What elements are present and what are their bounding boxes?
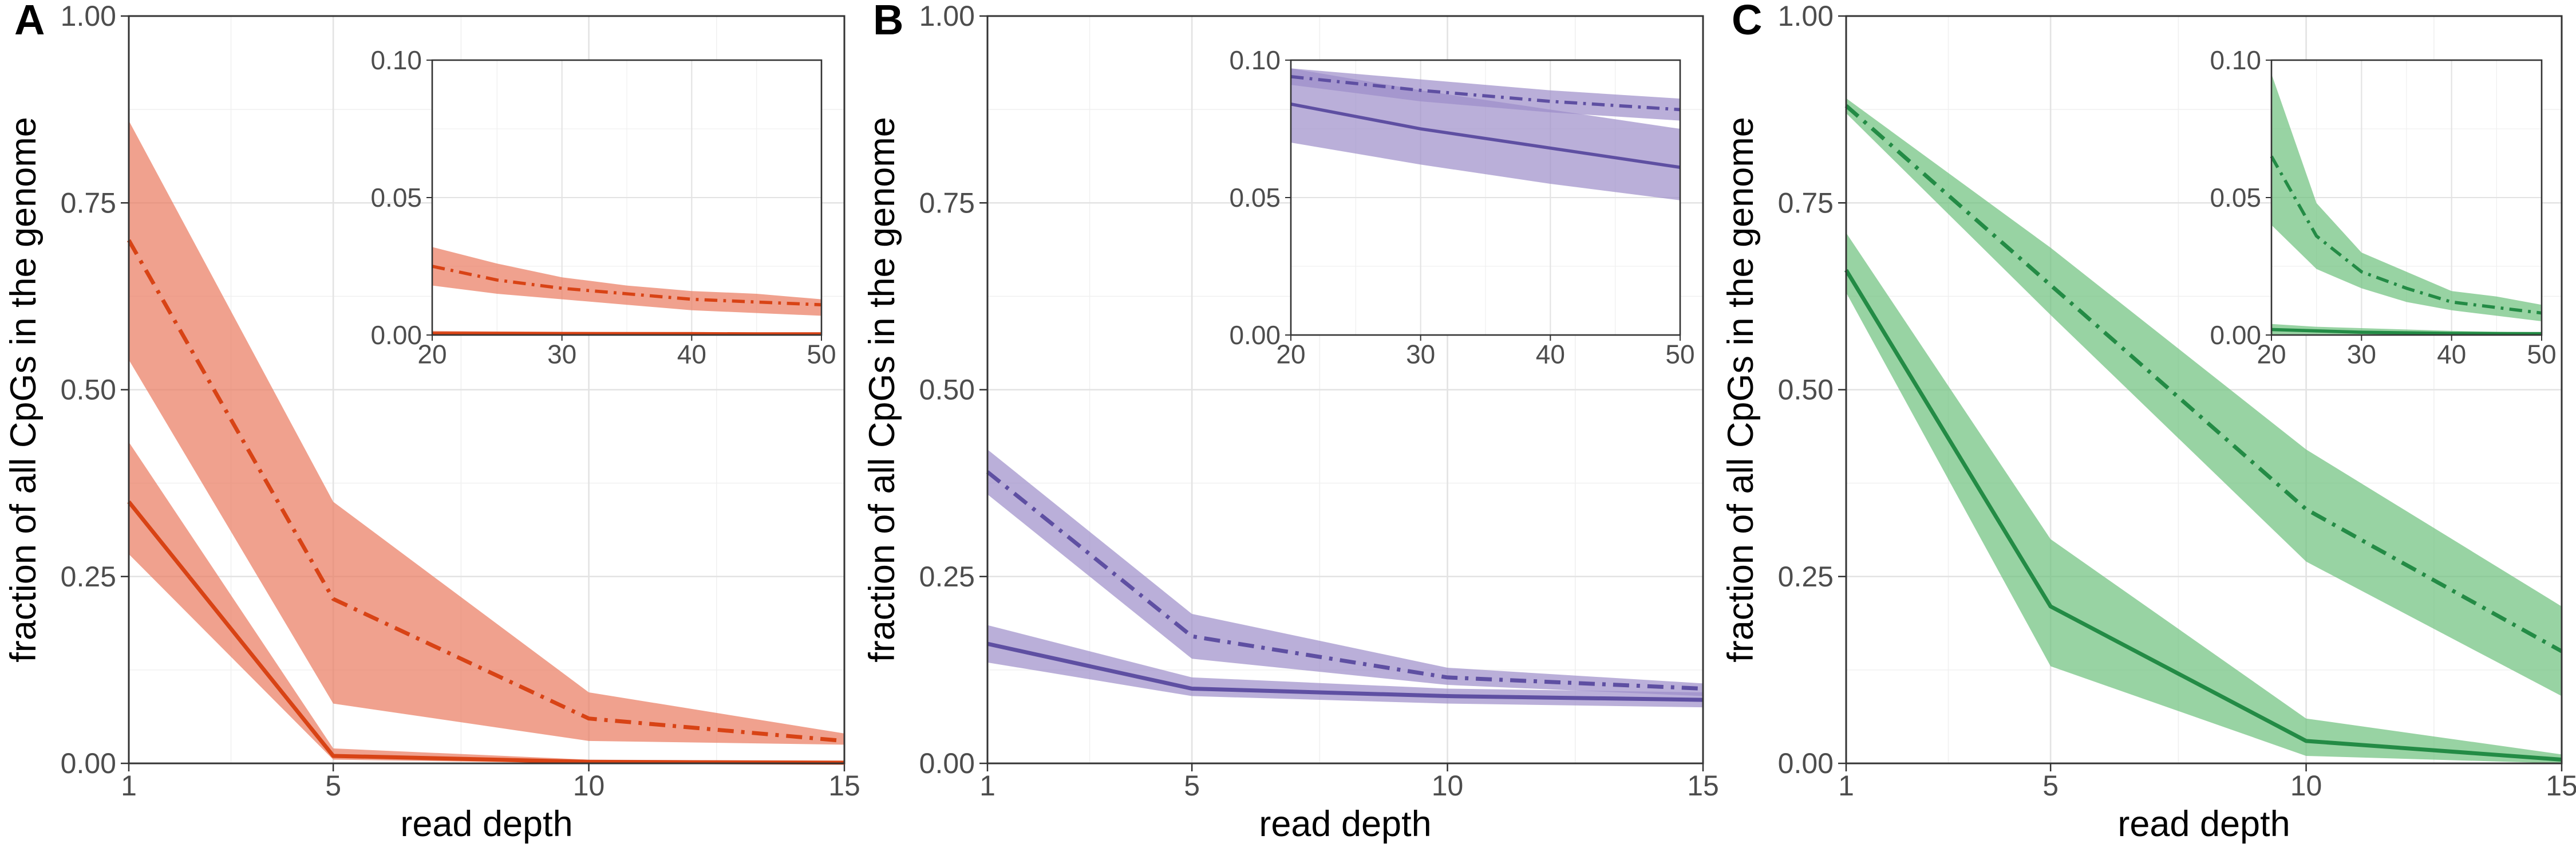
line-dashdot (986, 470, 1704, 691)
x-tick-label: 5 (1184, 770, 1200, 802)
inset-line-dashdot (1290, 75, 1681, 112)
x-tick-label: 10 (2290, 770, 2322, 802)
x-axis-title: read depth (1259, 804, 1431, 844)
inset-y-tick-label: 0.10 (370, 45, 422, 75)
inset-x-tick-label: 50 (807, 340, 836, 369)
inset-y-tick-label: 0.10 (2210, 45, 2261, 75)
plot-border (1845, 15, 2563, 765)
y-tick-label: 0.50 (919, 374, 975, 406)
y-tick-label: 0.50 (61, 374, 116, 406)
inset-x-tick-label: 20 (1276, 340, 1305, 369)
y-axis-title: fraction of all CpGs in the genome (3, 117, 44, 663)
inset-x-tick-label: 40 (2437, 340, 2466, 369)
ribbon-solid (1846, 233, 2562, 763)
inset-y-tick-label: 0.05 (2210, 183, 2261, 212)
line-dashdot (1844, 104, 2563, 653)
inset-line-solid (1290, 103, 1681, 169)
x-tick-label: 1 (1838, 770, 1854, 802)
x-tick-label: 5 (2042, 770, 2059, 802)
ribbon-dashdot (129, 120, 844, 745)
inset-plot: 0.00 0.05 0.10 20 30 40 50 (2210, 45, 2556, 369)
y-tick-label: 0.00 (919, 747, 975, 779)
y-tick-label: 0.00 (1778, 747, 1834, 779)
x-tick-label: 10 (1432, 770, 1464, 802)
line-solid (987, 641, 1704, 702)
line-solid (127, 501, 845, 765)
inset-line-solid (432, 332, 821, 336)
y-axis-title: fraction of all CpGs in the genome (862, 117, 902, 663)
inset-x-tick-label: 50 (1665, 340, 1694, 369)
line-solid (1844, 269, 2562, 762)
inset-x-tick-label: 20 (417, 340, 447, 369)
x-tick-label: 15 (1687, 770, 1719, 802)
x-tick-label: 15 (2546, 770, 2576, 802)
inset-line-solid (2271, 328, 2542, 336)
y-tick-label: 0.75 (61, 187, 116, 219)
y-tick-label: 0.25 (1778, 561, 1834, 593)
y-tick-label: 1.00 (1778, 0, 1834, 32)
x-tick-label: 15 (828, 770, 860, 802)
inset-y-tick-label: 0.00 (2210, 320, 2261, 350)
inset-x-tick-label: 30 (2347, 340, 2376, 369)
y-tick-label: 0.75 (1778, 187, 1834, 219)
y-tick-label: 0.00 (61, 747, 116, 779)
inset-ribbon-solid (1291, 68, 1680, 200)
x-tick-label: 5 (325, 770, 341, 802)
inset-y-tick-label: 0.05 (1229, 183, 1281, 212)
inset-border (1290, 59, 1681, 336)
inset-y-tick-label: 0.05 (370, 183, 422, 212)
panel-letter: B (873, 0, 903, 44)
inset-border (431, 59, 823, 336)
inset-y-tick-label: 0.10 (1229, 45, 1281, 75)
inset-ribbon-dashdot (2271, 74, 2542, 321)
y-tick-label: 0.50 (1778, 374, 1834, 406)
inset-border (2270, 59, 2543, 336)
x-tick-label: 10 (573, 770, 605, 802)
inset-plot: 0.00 0.05 0.10 20 30 40 50 (1229, 45, 1694, 369)
ribbon-solid (987, 625, 1703, 708)
ribbon-dashdot (1846, 98, 2562, 696)
x-axis-title: read depth (400, 804, 572, 844)
y-tick-label: 0.25 (919, 561, 975, 593)
inset-x-tick-label: 30 (547, 340, 576, 369)
y-axis-title: fraction of all CpGs in the genome (1721, 117, 1761, 663)
inset-line-dashdot (2270, 155, 2542, 315)
inset-line-dashdot (432, 265, 822, 306)
x-tick-label: 1 (979, 770, 995, 802)
inset-x-tick-label: 50 (2527, 340, 2556, 369)
panel-letter: A (14, 0, 45, 44)
y-tick-label: 0.25 (61, 561, 116, 593)
x-axis-title: read depth (2117, 804, 2290, 844)
inset-plot: 0.00 0.05 0.10 20 30 40 50 (370, 45, 836, 369)
plot-border (986, 15, 1704, 765)
y-tick-label: 1.00 (919, 0, 975, 32)
y-tick-label: 0.75 (919, 187, 975, 219)
inset-x-tick-label: 40 (1536, 340, 1565, 369)
inset-x-tick-label: 40 (677, 340, 706, 369)
y-tick-label: 1.00 (61, 0, 116, 32)
panel-letter: C (1732, 0, 1762, 44)
plot-border (128, 15, 846, 765)
inset-y-tick-label: 0.00 (1229, 320, 1281, 350)
inset-ribbon-dashdot (432, 247, 821, 316)
line-dashdot (127, 239, 845, 743)
inset-y-tick-label: 0.00 (370, 320, 422, 350)
inset-x-tick-label: 30 (1406, 340, 1435, 369)
ribbon-dashdot (987, 449, 1703, 696)
x-tick-label: 1 (121, 770, 137, 802)
inset-x-tick-label: 20 (2257, 340, 2286, 369)
